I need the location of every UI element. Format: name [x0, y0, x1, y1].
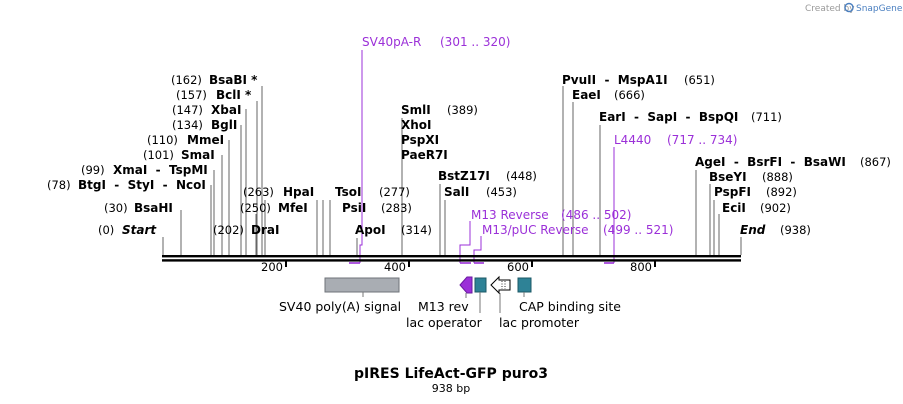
- backbone-top-strand: [162, 255, 741, 258]
- primer-range-l4440: (717 .. 734): [667, 133, 737, 147]
- site-name-sali: SalI: [444, 185, 469, 199]
- site-name-ecii: EciI: [722, 201, 746, 215]
- site-pos-mmei: (110): [147, 133, 178, 147]
- site-name-eari: EarI - SapI - BspQI: [599, 110, 738, 124]
- feature-sv40-polya-shape: [324, 277, 400, 293]
- plasmid-title: pIRES LifeAct-GFP puro3: [354, 366, 548, 382]
- backbone-bottom-strand: [162, 259, 741, 262]
- site-pos-bsabi: (162): [171, 73, 202, 87]
- primer-m13puc-reverse-leader: [473, 236, 482, 263]
- site-name-bgli: BglI: [211, 118, 237, 132]
- feature-m13-rev-shape: [459, 276, 473, 294]
- feature-label-lac-operator: lac operator: [406, 315, 483, 330]
- site-name-hpai: HpaI: [283, 185, 314, 199]
- end-pos: (938): [780, 223, 811, 237]
- site-pos-eaei: (666): [614, 88, 645, 102]
- site-name-smli: SmlI: [401, 103, 431, 117]
- primer-label-sv40pa-r: SV40pA-R: [362, 35, 421, 49]
- primer-range-m13puc-reverse: (499 .. 521): [603, 223, 673, 237]
- site-pos-eari: (711): [751, 110, 782, 124]
- primer-m13-reverse-leader: [459, 221, 471, 263]
- site-name-paer7i: PaeR7I: [401, 148, 448, 162]
- site-pos-smli: (389): [447, 103, 478, 117]
- primer-sv40pa-r-leader: [359, 50, 363, 263]
- site-name-psii: PsiI: [342, 201, 366, 215]
- tick-label-800: 800: [630, 260, 652, 274]
- primer-label-m13-reverse: M13 Reverse: [471, 208, 549, 222]
- primer-label-l4440: L4440: [614, 133, 651, 147]
- site-name-drai: DraI: [251, 223, 279, 237]
- snapgene-logo-icon: [844, 2, 854, 13]
- site-pos-hpai: (263): [243, 185, 274, 199]
- plasmid-length: 938 bp: [432, 382, 470, 395]
- site-name-apoi: ApoI: [355, 223, 386, 237]
- site-name-pspfi: PspFI: [714, 185, 751, 199]
- tick-label-400: 400: [384, 260, 406, 274]
- site-pos-pspfi: (892): [766, 185, 797, 199]
- watermark-brand: SnapGene: [856, 4, 903, 14]
- watermark-created-by: Created by: [805, 4, 855, 14]
- site-pos-bstz17i: (448): [506, 169, 537, 183]
- site-pos-apoi: (314): [401, 223, 432, 237]
- site-name-xmai: XmaI - TspMI: [113, 163, 208, 177]
- site-pos-btgi: (78): [47, 178, 71, 192]
- site-leader-lines: [162, 86, 742, 255]
- site-pos-agei: (867): [860, 155, 891, 169]
- feature-label-lac-promoter: lac promoter: [499, 315, 580, 330]
- site-name-mmei: MmeI: [187, 133, 224, 147]
- site-name-bsabi: BsaBI *: [209, 73, 258, 87]
- tick-label-600: 600: [507, 260, 529, 274]
- site-pos-psii: (283): [381, 201, 412, 215]
- feature-label-m13-rev: M13 rev: [418, 299, 469, 314]
- site-name-bsahi: BsaHI: [134, 201, 173, 215]
- site-pos-smai: (101): [143, 148, 174, 162]
- site-pos-sali: (453): [486, 185, 517, 199]
- feature-label-cap-binding-site: CAP binding site: [519, 299, 621, 314]
- site-pos-pvuii: (651): [684, 73, 715, 87]
- site-pos-bsahi: (30): [104, 201, 128, 215]
- primer-markers: [349, 50, 615, 264]
- site-name-eaei: EaeI: [572, 88, 601, 102]
- site-pos-bseyi: (888): [762, 170, 793, 184]
- site-pos-bgli: (134): [172, 118, 203, 132]
- site-name-bseyi: BseYI: [709, 170, 747, 184]
- site-pos-mfei: (250): [240, 201, 271, 215]
- site-name-xhoi: XhoI: [401, 118, 432, 132]
- feature-lac-promoter-shape: [490, 275, 511, 295]
- site-name-tsoi: TsoI: [335, 185, 361, 199]
- backbone: 200 400 600 800: [162, 255, 741, 274]
- primer-range-sv40pa-r: (301 .. 320): [440, 35, 510, 49]
- primer-label-m13puc-reverse: M13/pUC Reverse: [482, 223, 589, 237]
- feature-label-sv40-polya: SV40 poly(A) signal: [279, 299, 401, 314]
- site-name-btgi: BtgI - StyI - NcoI: [78, 178, 206, 192]
- site-name-agei: AgeI - BsrFI - BsaWI: [695, 155, 846, 169]
- start-pos: (0): [98, 223, 114, 237]
- features: [324, 275, 532, 313]
- site-pos-tsoi: (277): [379, 185, 410, 199]
- site-pos-drai: (202): [213, 223, 244, 237]
- site-name-pspxi: PspXI: [401, 133, 439, 147]
- site-name-mfei: MfeI: [278, 201, 308, 215]
- site-name-bstz17i: BstZ17I: [438, 169, 490, 183]
- site-pos-bcli: (157): [176, 88, 207, 102]
- site-pos-xmai: (99): [81, 163, 105, 177]
- site-pos-xbai: (147): [172, 103, 203, 117]
- site-name-pvuii: PvuII - MspA1I: [562, 73, 668, 87]
- site-name-smai: SmaI: [181, 148, 215, 162]
- site-pos-ecii: (902): [760, 201, 791, 215]
- site-name-bcli: BclI *: [216, 88, 252, 102]
- primer-range-m13-reverse: (486 .. 502): [561, 208, 631, 222]
- tick-label-200: 200: [261, 260, 283, 274]
- site-name-xbai: XbaI: [211, 103, 241, 117]
- start-label: Start: [122, 223, 157, 237]
- end-label: End: [740, 223, 766, 237]
- feature-cap-binding-site-shape: [517, 277, 532, 293]
- feature-lac-operator-shape: [474, 277, 487, 293]
